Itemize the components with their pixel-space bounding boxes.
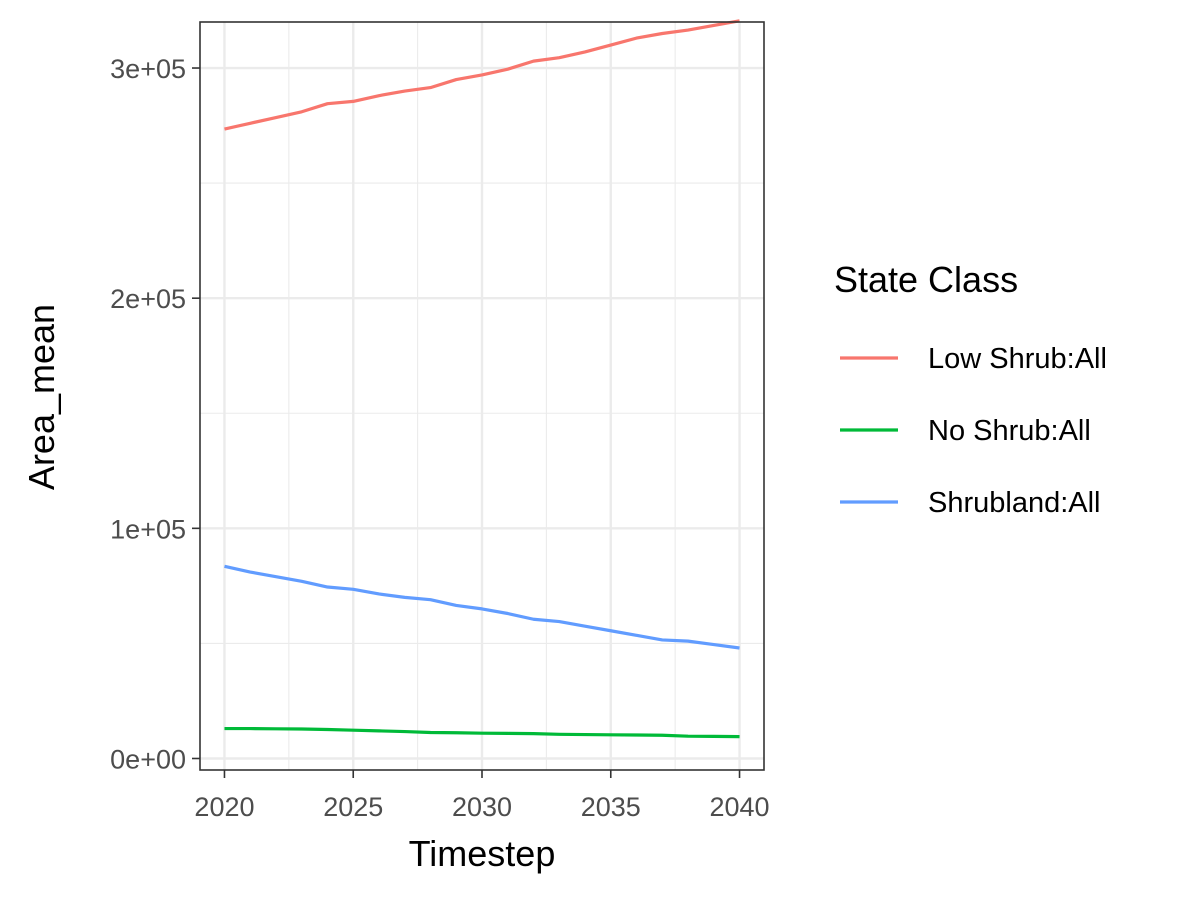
x-tick-label: 2025 <box>323 792 383 822</box>
y-axis-title: Area_mean <box>21 304 62 490</box>
legend-label: Low Shrub:All <box>928 343 1107 375</box>
legend-item-low-shrub-all: Low Shrub:All <box>840 343 1107 375</box>
x-axis-title: Timestep <box>409 833 556 874</box>
x-tick-label: 2020 <box>194 792 254 822</box>
x-tick-label: 2040 <box>709 792 769 822</box>
series-line-shrubland-all <box>224 564 740 650</box>
legend-label: Shrubland:All <box>928 487 1101 519</box>
series-layer <box>224 19 740 739</box>
series-line-low-shrub-all <box>224 19 740 131</box>
legend-items: Low Shrub:All No Shrub:All Shrubland:All <box>840 343 1107 519</box>
y-tick-label: 3e+05 <box>110 54 186 84</box>
legend-item-no-shrub-all: No Shrub:All <box>840 415 1091 447</box>
legend-title: State Class <box>834 259 1018 300</box>
x-tick-label: 2035 <box>581 792 641 822</box>
x-tick-label: 2030 <box>452 792 512 822</box>
plot-panel <box>200 22 764 770</box>
legend: State Class Low Shrub:All No Shrub:All Shr… <box>834 259 1107 519</box>
y-tick-label: 0e+00 <box>110 744 186 774</box>
series-line-no-shrub-all <box>224 726 740 739</box>
legend-label: No Shrub:All <box>928 415 1091 447</box>
y-tick-label: 1e+05 <box>110 514 186 544</box>
axes: 2020 2025 2030 2035 2040 0e+00 1e+05 2e+05 3e+05 <box>110 54 769 822</box>
y-tick-label: 2e+05 <box>110 284 186 314</box>
legend-item-shrubland-all: Shrubland:All <box>840 487 1101 519</box>
